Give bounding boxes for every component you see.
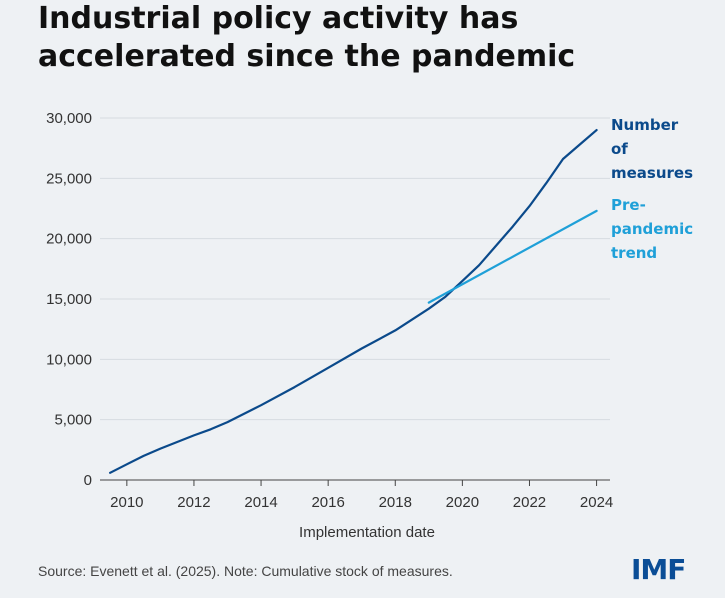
series-labels: Number of measures Pre-pandemic trend [611,116,693,262]
series-label-trend: trend [611,244,657,262]
y-tick-label: 10,000 [46,351,92,368]
x-tick-label: 2024 [580,494,613,511]
x-tick-label: 2018 [379,494,412,511]
x-tick-label: 2010 [110,494,143,511]
series-label-measures: measures [611,164,693,182]
x-tick-label: 2016 [311,494,344,511]
series-label-trend: pandemic [611,220,693,238]
imf-logo: IMF [631,553,686,586]
series-lines [108,129,598,474]
series-label-measures: Number [611,116,679,134]
series-line-measures [108,129,598,474]
gridlines [100,117,610,421]
x-tick-label: 2022 [513,494,546,511]
source-note: Source: Evenett et al. (2025). Note: Cum… [38,563,453,579]
chart-title: Industrial policy activity has accelerat… [38,1,576,74]
y-tick-label: 0 [84,472,92,489]
series-label-measures: of [611,140,628,158]
axes: 0 5,000 10,000 15,000 20,000 25,000 30,000 2010… [46,110,613,511]
series-label-trend: Pre- [611,196,646,214]
x-tick-label: 2020 [446,494,479,511]
y-tick-label: 15,000 [46,291,92,308]
y-tick-label: 20,000 [46,231,92,248]
y-tick-label: 5,000 [54,412,92,429]
y-tick-label: 30,000 [46,110,92,127]
x-tick-label: 2014 [244,494,277,511]
x-axis-title: Implementation date [299,524,435,541]
x-tick-label: 2012 [177,494,210,511]
series-line-trend [427,209,598,304]
y-tick-label: 25,000 [46,170,92,187]
